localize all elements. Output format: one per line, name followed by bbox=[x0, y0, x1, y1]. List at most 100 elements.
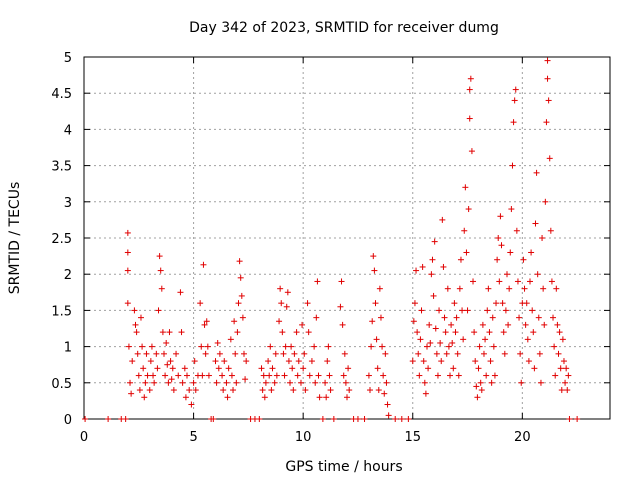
data-point bbox=[565, 372, 572, 379]
data-point bbox=[300, 365, 307, 372]
data-point bbox=[181, 365, 188, 372]
data-point bbox=[132, 321, 139, 328]
data-point bbox=[418, 307, 425, 314]
data-point bbox=[525, 358, 532, 365]
data-point bbox=[297, 379, 304, 386]
data-point bbox=[409, 358, 416, 365]
data-point bbox=[155, 307, 162, 314]
data-point bbox=[441, 314, 448, 321]
data-point bbox=[465, 206, 472, 213]
data-point bbox=[345, 365, 352, 372]
data-point bbox=[147, 358, 154, 365]
data-point bbox=[325, 343, 332, 350]
data-point bbox=[443, 350, 450, 357]
data-point bbox=[133, 329, 140, 336]
data-point bbox=[553, 285, 560, 292]
data-point bbox=[344, 394, 350, 401]
data-point bbox=[326, 372, 333, 379]
data-point bbox=[125, 343, 132, 350]
data-point bbox=[337, 303, 344, 310]
data-point bbox=[127, 379, 134, 386]
data-point bbox=[224, 394, 231, 401]
data-point bbox=[556, 329, 563, 336]
data-point bbox=[239, 314, 246, 321]
x-tick-label: 0 bbox=[80, 430, 88, 445]
data-point bbox=[374, 365, 381, 372]
data-point bbox=[417, 336, 424, 343]
data-point bbox=[528, 249, 535, 256]
data-point bbox=[281, 372, 288, 379]
data-point bbox=[415, 350, 422, 357]
y-tick-label: 1.5 bbox=[51, 304, 72, 319]
x-tick-label: 15 bbox=[404, 430, 421, 445]
data-point bbox=[480, 350, 487, 357]
data-point bbox=[265, 358, 272, 365]
data-point bbox=[282, 343, 289, 350]
data-point bbox=[532, 220, 539, 227]
data-point bbox=[215, 365, 222, 372]
data-point bbox=[306, 372, 313, 379]
data-point bbox=[330, 416, 337, 422]
data-point bbox=[178, 329, 185, 336]
data-point bbox=[369, 318, 376, 325]
data-point bbox=[295, 358, 302, 365]
data-point bbox=[483, 372, 490, 379]
data-point bbox=[262, 379, 269, 386]
data-point bbox=[182, 394, 189, 401]
data-point bbox=[563, 365, 570, 372]
data-point bbox=[375, 387, 382, 394]
data-point bbox=[385, 412, 392, 419]
data-point bbox=[105, 416, 112, 422]
data-point bbox=[235, 300, 242, 307]
data-point bbox=[379, 343, 386, 350]
data-point bbox=[339, 321, 346, 328]
data-point bbox=[509, 162, 516, 169]
data-point bbox=[482, 336, 489, 343]
data-point bbox=[485, 285, 492, 292]
data-point bbox=[311, 343, 318, 350]
data-point bbox=[243, 358, 250, 365]
data-point bbox=[238, 292, 245, 299]
data-point bbox=[516, 314, 523, 321]
data-point bbox=[170, 387, 177, 394]
y-tick-label: 3 bbox=[64, 196, 72, 211]
data-point bbox=[438, 358, 445, 365]
y-tick-label: 2.5 bbox=[51, 232, 72, 247]
data-point bbox=[454, 350, 461, 357]
data-point bbox=[305, 329, 312, 336]
data-point bbox=[173, 350, 180, 357]
data-point bbox=[236, 258, 243, 265]
data-point bbox=[370, 253, 377, 260]
data-points bbox=[82, 57, 581, 422]
data-point bbox=[491, 372, 498, 379]
data-point bbox=[434, 372, 441, 379]
data-point bbox=[510, 119, 517, 126]
data-point bbox=[219, 372, 226, 379]
data-point bbox=[302, 387, 309, 394]
data-point bbox=[213, 379, 220, 386]
data-point bbox=[234, 329, 241, 336]
data-point bbox=[522, 321, 529, 328]
data-point bbox=[419, 263, 426, 270]
data-point bbox=[324, 358, 331, 365]
data-point bbox=[283, 303, 290, 310]
data-point bbox=[192, 387, 199, 394]
data-point bbox=[486, 329, 493, 336]
data-point bbox=[487, 358, 494, 365]
data-point bbox=[354, 416, 361, 422]
data-point bbox=[312, 379, 319, 386]
data-point bbox=[368, 343, 375, 350]
data-point bbox=[449, 339, 456, 346]
data-point bbox=[546, 155, 553, 162]
data-point bbox=[414, 329, 421, 336]
data-point bbox=[301, 350, 308, 357]
plot-frame bbox=[83, 56, 611, 420]
data-point bbox=[191, 358, 198, 365]
data-point bbox=[220, 387, 227, 394]
data-point bbox=[428, 271, 435, 278]
chart-title: Day 342 of 2023, SRMTID for receiver dum… bbox=[189, 20, 499, 36]
data-point bbox=[280, 350, 287, 357]
data-point bbox=[559, 336, 566, 343]
data-point bbox=[564, 387, 571, 394]
data-point bbox=[436, 307, 443, 314]
